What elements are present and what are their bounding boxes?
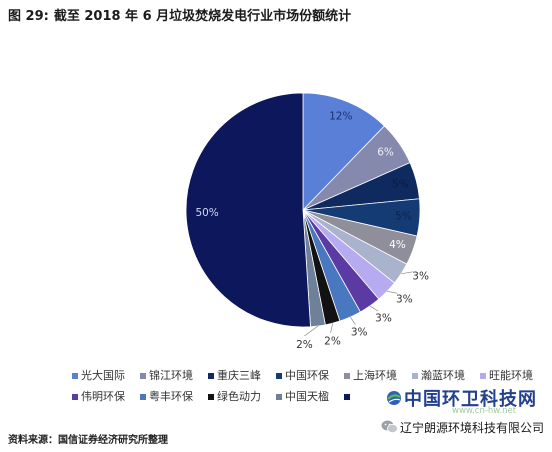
legend-swatch xyxy=(480,373,486,379)
pie-data-label-3: 5% xyxy=(392,178,409,190)
legend-item-2: 锦江环境 xyxy=(140,369,193,383)
leader-line-9 xyxy=(350,316,356,325)
legend-label: 上海环境 xyxy=(353,369,397,382)
legend-item-11: 中国天楹 xyxy=(276,390,329,404)
legend-swatch xyxy=(412,373,418,379)
legend-label: 锦江环境 xyxy=(149,369,193,382)
legend-item-7: 旺能环境 xyxy=(480,369,533,383)
legend-label: 光大国际 xyxy=(81,369,125,382)
legend-item-6: 瀚蓝环境 xyxy=(412,369,465,383)
legend-label: 旺能环境 xyxy=(489,369,533,382)
pie-data-label-12: 50% xyxy=(195,207,218,219)
leader-line-10 xyxy=(330,323,334,334)
legend-item-3: 重庆三峰 xyxy=(208,369,261,383)
legend-item-9: 粤丰环保 xyxy=(140,390,193,404)
legend-item-5: 上海环境 xyxy=(344,369,397,383)
pie-slice-12 xyxy=(185,92,311,328)
legend-label: 绿色动力 xyxy=(217,390,261,403)
pie-data-label-10: 2% xyxy=(324,336,341,348)
legend-swatch xyxy=(344,373,350,379)
pie-data-label-11: 2% xyxy=(296,339,313,351)
pie-data-label-2: 6% xyxy=(377,146,394,158)
figure-number: 图 29: xyxy=(8,9,49,24)
legend-swatch xyxy=(140,373,146,379)
pie-data-label-4: 5% xyxy=(395,210,412,222)
leader-line-6 xyxy=(401,271,413,275)
pie-data-label-9: 3% xyxy=(351,327,368,339)
legend-label: 粤丰环保 xyxy=(149,390,193,403)
legend-label: 瀚蓝环境 xyxy=(421,369,465,382)
legend-item-1: 光大国际 xyxy=(72,369,125,383)
legend-swatch xyxy=(140,394,146,400)
watermark-site-url: www.cn-hw.net xyxy=(452,406,517,416)
figure-title: 图 29: 截至 2018 年 6 月垃圾焚烧发电行业市场份额统计 xyxy=(8,5,351,24)
legend-label: 伟明环保 xyxy=(81,390,125,403)
legend-swatch xyxy=(344,394,350,400)
pie-data-label-6: 3% xyxy=(412,270,429,282)
legend-label: 中国环保 xyxy=(285,369,329,382)
chart-title: 截至 2018 年 6 月垃圾焚烧发电行业市场份额统计 xyxy=(53,9,352,24)
legend-item-8: 伟明环保 xyxy=(72,390,125,404)
legend-swatch xyxy=(72,373,78,379)
pie-data-label-8: 3% xyxy=(375,312,392,324)
leader-line-8 xyxy=(369,305,379,312)
legend-swatch xyxy=(208,394,214,400)
pie-data-label-7: 3% xyxy=(396,293,413,305)
legend-label: 重庆三峰 xyxy=(217,369,261,382)
source-note: 资料来源：国信证券经济研究所整理 xyxy=(8,435,168,446)
watermark-company: 辽宁朗源环境科技有限公司 xyxy=(400,421,545,435)
wechat-icon xyxy=(381,420,398,434)
legend-label: 中国天楹 xyxy=(285,390,329,403)
pie-data-label-5: 4% xyxy=(389,239,406,251)
pie-chart: 12% 6% 5% 5% 4% 50% 3% 3% 3% 3% 2% 2% xyxy=(185,92,429,351)
watermark-site-name: 中国环卫科技网 xyxy=(404,389,537,410)
legend: 光大国际 锦江环境 重庆三峰 中国环保 上海环境 瀚蓝环境 旺能环境伟明环保 粤丰环保 绿色动力… xyxy=(0,369,552,413)
legend-swatch xyxy=(72,394,78,400)
legend-swatch xyxy=(276,373,282,379)
leader-line-7 xyxy=(386,291,398,294)
legend-item-4: 中国环保 xyxy=(276,369,329,383)
pie-slice-1 xyxy=(302,92,385,211)
legend-item-10: 绿色动力 xyxy=(208,390,261,404)
pie-data-label-1: 12% xyxy=(329,111,352,123)
legend-swatch xyxy=(276,394,282,400)
legend-item-12 xyxy=(344,390,353,404)
leader-line-11 xyxy=(304,325,319,337)
legend-swatch xyxy=(208,373,214,379)
globe-logo-icon xyxy=(387,391,401,405)
